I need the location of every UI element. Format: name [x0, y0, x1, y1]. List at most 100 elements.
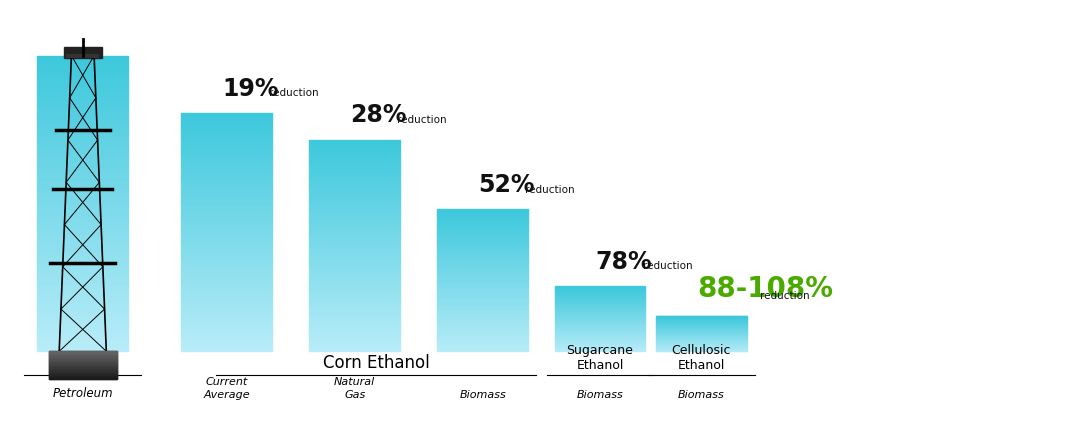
Bar [38, 70, 128, 74]
Bar [554, 311, 645, 312]
Bar [554, 301, 645, 302]
Text: Sugarcane
Ethanol: Sugarcane Ethanol [566, 344, 634, 372]
Bar [181, 152, 272, 155]
Bar [38, 59, 128, 63]
Bar [310, 208, 400, 211]
Bar [181, 137, 272, 140]
Bar [554, 300, 645, 301]
Bar [38, 85, 128, 89]
Bar [310, 240, 400, 243]
Bar [181, 149, 272, 152]
Bar [181, 125, 272, 128]
Bar [310, 275, 400, 277]
Bar [310, 243, 400, 246]
Bar [38, 89, 128, 92]
Text: Cellulosic
Ethanol: Cellulosic Ethanol [671, 344, 731, 372]
Bar [656, 327, 746, 328]
Bar [38, 281, 128, 285]
Bar [656, 319, 746, 320]
Bar [38, 56, 128, 59]
Bar [310, 140, 400, 143]
Bar [310, 219, 400, 222]
Text: 88-108%: 88-108% [697, 275, 833, 303]
Bar [656, 344, 746, 345]
Bar [656, 339, 746, 340]
Bar [181, 146, 272, 149]
Bar [310, 298, 400, 301]
Bar [310, 182, 400, 185]
Bar [181, 170, 272, 173]
Text: 19%: 19% [223, 77, 279, 101]
Bar [437, 339, 528, 341]
Bar [437, 256, 528, 257]
Bar [181, 220, 272, 223]
Bar [554, 323, 645, 324]
Bar [38, 148, 128, 152]
Bar [38, 214, 128, 218]
Bar [48, 362, 117, 364]
Bar [181, 324, 272, 327]
Bar [554, 333, 645, 334]
Bar [554, 320, 645, 321]
Bar [310, 201, 400, 203]
Bar [38, 270, 128, 273]
Bar [48, 360, 117, 361]
Bar [437, 215, 528, 217]
Bar [437, 325, 528, 327]
Bar [181, 309, 272, 312]
Bar [181, 345, 272, 348]
Bar [437, 309, 528, 310]
Bar [181, 199, 272, 202]
Bar [38, 81, 128, 85]
Bar [181, 289, 272, 292]
Bar [310, 259, 400, 262]
Bar [310, 341, 400, 343]
Bar [656, 332, 746, 333]
Bar [554, 341, 645, 342]
Bar [310, 306, 400, 309]
Bar [437, 289, 528, 291]
Bar [554, 326, 645, 327]
Bar [38, 333, 128, 336]
Bar [437, 259, 528, 261]
Bar [437, 348, 528, 350]
Bar [437, 303, 528, 305]
Bar [437, 307, 528, 309]
Bar [437, 280, 528, 282]
Bar [437, 296, 528, 298]
Bar [310, 222, 400, 224]
Bar [181, 229, 272, 232]
Bar [38, 152, 128, 155]
Bar [38, 170, 128, 174]
Bar [38, 255, 128, 259]
Text: 78%: 78% [596, 250, 653, 273]
Bar [38, 67, 128, 70]
Bar [554, 303, 645, 304]
Bar [554, 298, 645, 299]
Bar [437, 337, 528, 339]
Bar [38, 130, 128, 133]
Bar [38, 277, 128, 281]
Bar [38, 74, 128, 78]
Text: Biomass: Biomass [459, 390, 506, 400]
Bar [554, 342, 645, 343]
Text: Biomass: Biomass [577, 390, 623, 400]
Bar [181, 179, 272, 181]
Bar [656, 333, 746, 334]
Bar [554, 307, 645, 308]
Bar [181, 181, 272, 184]
Bar [554, 308, 645, 309]
Bar [181, 286, 272, 289]
Bar [181, 244, 272, 247]
Bar [554, 324, 645, 325]
Bar [38, 207, 128, 211]
Bar [437, 342, 528, 344]
Bar [310, 296, 400, 298]
Bar [310, 314, 400, 317]
Bar [656, 342, 746, 343]
Bar [181, 116, 272, 119]
Bar [656, 318, 746, 319]
Bar [38, 211, 128, 214]
Bar [38, 144, 128, 148]
Bar [437, 266, 528, 268]
